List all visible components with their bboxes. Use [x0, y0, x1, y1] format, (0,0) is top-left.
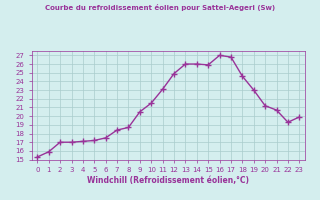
- X-axis label: Windchill (Refroidissement éolien,°C): Windchill (Refroidissement éolien,°C): [87, 176, 249, 185]
- Text: Courbe du refroidissement éolien pour Sattel-Aegeri (Sw): Courbe du refroidissement éolien pour Sa…: [45, 4, 275, 11]
